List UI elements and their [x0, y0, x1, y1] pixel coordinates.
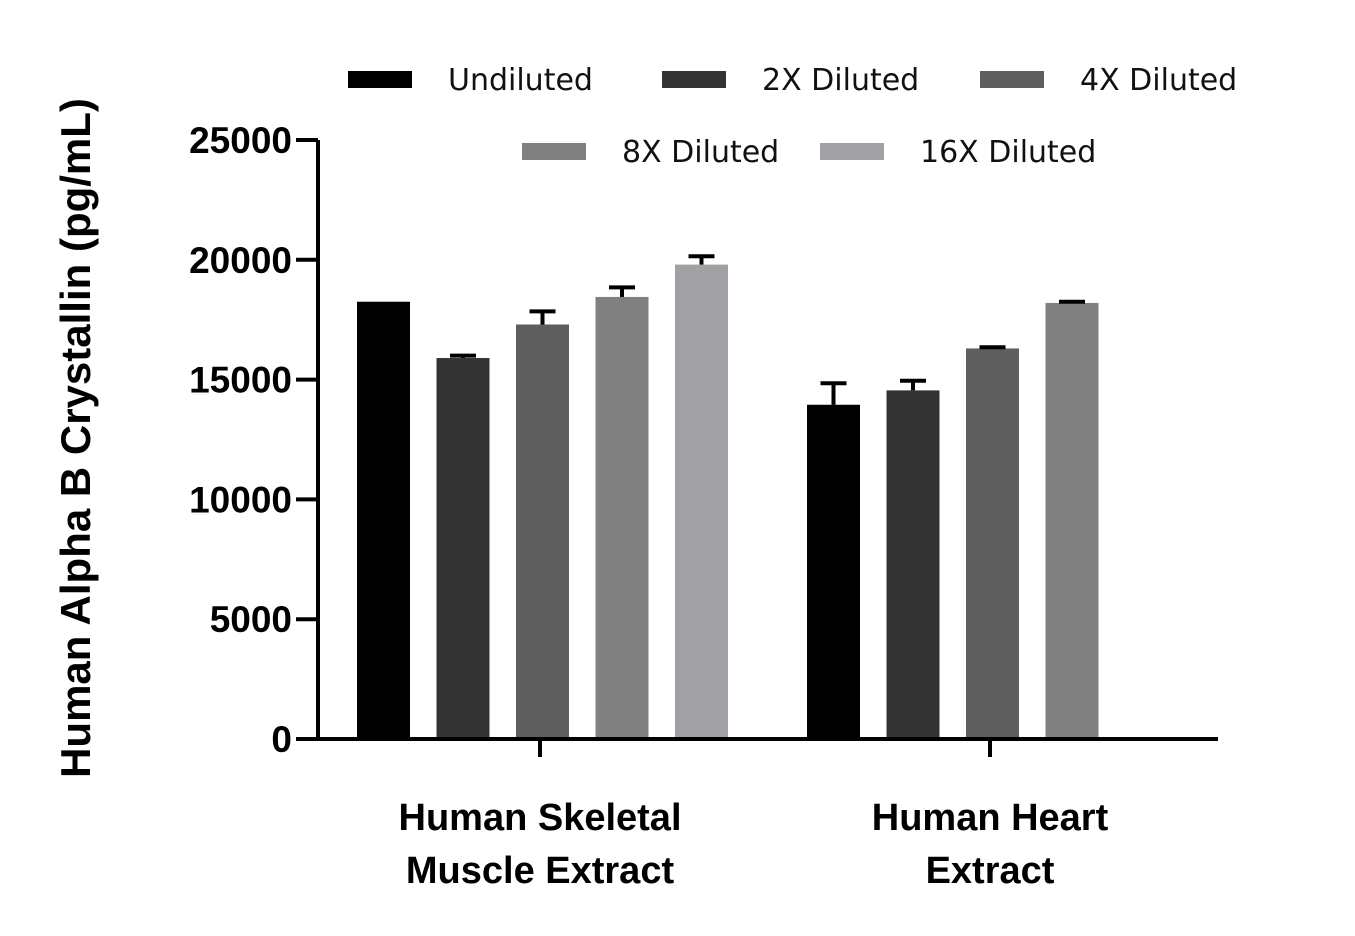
- y-tick-label: 20000: [189, 240, 292, 281]
- legend: Undiluted 2X Diluted 4X Diluted 8X Diluted 1…: [348, 63, 1237, 170]
- axes: [316, 140, 1218, 757]
- bar: [886, 390, 940, 739]
- bar: [516, 324, 569, 739]
- legend-swatch: [522, 143, 586, 160]
- error-bars: [450, 254, 1085, 405]
- legend-item: 2X Diluted: [662, 63, 919, 98]
- category-labels: Human Skeletal Muscle Extract Human Heart E…: [399, 797, 1109, 892]
- y-axis-title: Human Alpha B Crystallin (pg/mL): [52, 98, 99, 778]
- legend-label: 8X Diluted: [622, 135, 779, 170]
- legend-item: 4X Diluted: [980, 63, 1237, 98]
- x-category-label: Muscle Extract: [406, 850, 675, 892]
- y-tick-label: 5000: [210, 599, 292, 640]
- x-category-label: Human Heart: [872, 797, 1109, 839]
- legend-label: Undiluted: [448, 63, 593, 98]
- y-tick-label: 25000: [189, 120, 292, 161]
- bar: [1045, 302, 1099, 739]
- bar: [595, 296, 649, 739]
- y-tick-label: 10000: [189, 479, 292, 520]
- legend-item: Undiluted: [348, 63, 593, 98]
- y-tick-label: 15000: [189, 360, 292, 401]
- bar: [807, 404, 860, 739]
- legend-swatch: [820, 143, 884, 160]
- legend-label: 4X Diluted: [1080, 63, 1237, 98]
- y-tick-label: 0: [271, 719, 292, 760]
- legend-label: 2X Diluted: [762, 63, 919, 98]
- y-axis-ticks: 0 5000 10000 15000 20000 25000: [189, 120, 318, 760]
- legend-item: 8X Diluted: [522, 135, 779, 170]
- legend-swatch: [662, 71, 726, 88]
- legend-swatch: [980, 71, 1044, 88]
- bars: [357, 264, 1099, 739]
- bar: [357, 301, 410, 739]
- bar: [675, 264, 728, 739]
- legend-item: 16X Diluted: [820, 135, 1096, 170]
- bar: [966, 348, 1019, 739]
- bar: [436, 358, 490, 739]
- legend-label: 16X Diluted: [920, 135, 1096, 170]
- x-category-label: Extract: [926, 850, 1055, 892]
- x-category-label: Human Skeletal: [399, 797, 682, 839]
- legend-swatch: [348, 71, 412, 88]
